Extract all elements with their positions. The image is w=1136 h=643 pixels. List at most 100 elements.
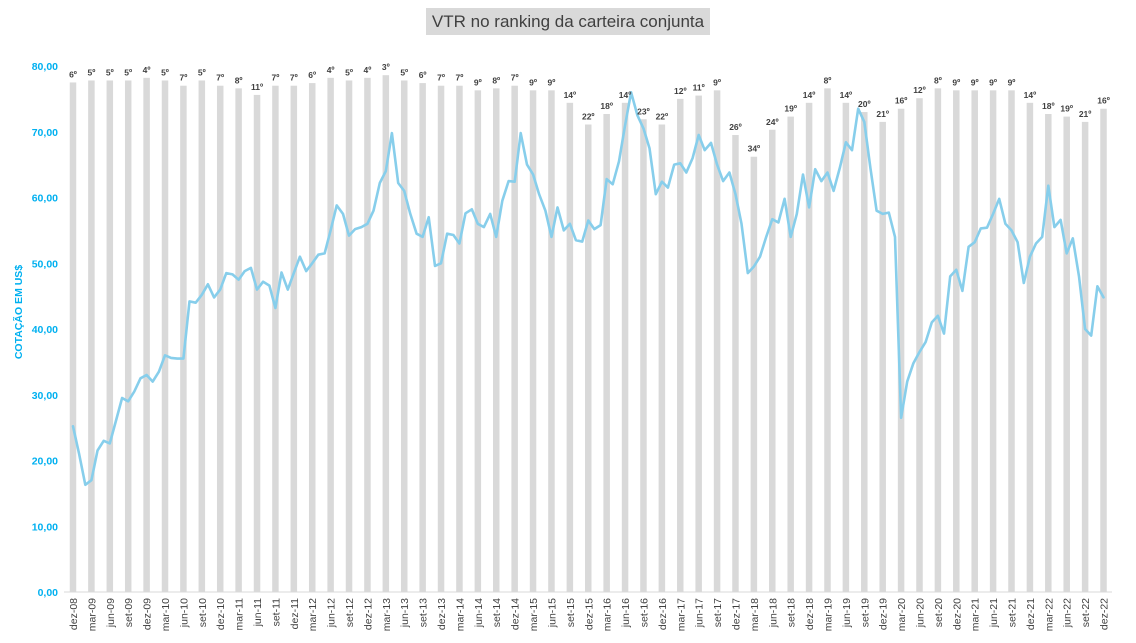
x-axis: dez-08 mar-09 jun-09 set-09 dez-09 mar-10 jun-…: [64, 591, 1112, 631]
bar-data-label: 5º: [345, 67, 353, 77]
x-tick-label: mar-12: [307, 598, 319, 631]
x-tick-label: jun-13: [399, 598, 411, 628]
bar-data-label: 18º: [600, 101, 613, 111]
x-tick-label: dez-22: [1099, 598, 1111, 630]
y-axis-label: COTAÇÃO EM US$: [12, 265, 25, 359]
bar-data-label: 4º: [143, 65, 151, 75]
bar-data-label: 11º: [251, 82, 263, 92]
bar: [861, 112, 868, 593]
x-tick-label: jun-20: [914, 598, 926, 628]
x-tick-label: dez-19: [878, 598, 890, 630]
bar: [769, 129, 776, 592]
x-tick-label: mar-13: [381, 598, 393, 631]
bar-data-label: 5º: [161, 67, 169, 77]
y-axis: 0,00 10,00 20,00 30,00 40,00 50,00 60,00 70,00 8…: [32, 61, 58, 599]
bar: [419, 83, 426, 592]
bar: [566, 102, 574, 592]
x-tick-label: jun-11: [252, 598, 264, 628]
bar: [327, 77, 334, 592]
bar-data-label: 23º: [637, 106, 650, 116]
x-tick-label: mar-17: [675, 598, 687, 631]
bar-data-label: 7º: [456, 73, 464, 83]
bar: [161, 80, 169, 592]
x-tick-label: jun-10: [178, 598, 190, 628]
bar-data-label: 20º: [858, 99, 871, 109]
x-tick-label: dez-21: [1025, 598, 1037, 630]
bar-data-label: 34º: [748, 144, 761, 154]
data-labels-layer: 6º 5º 5º 5º 4º 5º 7º 5º 7º 8º 11º 7º 7º 6º 4º 5º 4º 3º 5º 6…: [69, 62, 1110, 154]
bar: [1100, 108, 1107, 593]
bar-data-label: 6º: [419, 70, 427, 80]
bar-data-label: 22º: [582, 112, 595, 122]
bar-data-label: 7º: [179, 73, 187, 83]
bar-data-label: 26º: [729, 122, 742, 132]
x-tick-label: set-10: [197, 598, 209, 627]
x-tick-label: dez-12: [362, 598, 374, 630]
x-tick-label: jun-15: [546, 598, 558, 628]
bar: [492, 88, 500, 592]
x-tick-label: dez-10: [215, 598, 227, 630]
bar-data-label: 9º: [529, 77, 537, 87]
x-tick-label: mar-11: [234, 598, 246, 631]
x-tick-label: dez-13: [436, 598, 448, 630]
bar-data-label: 14º: [840, 90, 853, 100]
bar: [621, 102, 629, 592]
x-tick-label: set-14: [491, 598, 503, 627]
bar-data-label: 5º: [400, 67, 408, 77]
chart-title: VTR no ranking da carteira conjunta: [431, 11, 705, 31]
x-tick-label: jun-18: [767, 598, 779, 628]
x-tick-label: mar-10: [160, 598, 172, 631]
bar: [382, 75, 390, 592]
bar: [805, 102, 813, 592]
bar-data-label: 19º: [1060, 104, 1073, 114]
x-tick-label: mar-20: [896, 598, 908, 631]
x-tick-label: jun-22: [1062, 598, 1074, 628]
bar: [971, 90, 978, 592]
bar: [989, 90, 997, 592]
bar-data-label: 12º: [674, 86, 687, 96]
bar: [640, 119, 647, 592]
bar-data-label: 7º: [272, 73, 280, 83]
x-tick-label: set-22: [1080, 598, 1092, 627]
y-tick-label: 50,00: [32, 258, 58, 270]
price-line: [71, 91, 1105, 487]
bar: [364, 77, 371, 592]
bar: [677, 98, 684, 592]
bars-layer: [69, 75, 1107, 593]
bar-data-label: 3º: [382, 62, 390, 72]
x-tick-label: jun-19: [841, 598, 853, 628]
bar: [695, 95, 702, 593]
bar: [400, 80, 408, 592]
bar-data-label: 7º: [437, 73, 445, 83]
y-tick-label: 60,00: [32, 193, 58, 205]
x-tick-label: mar-19: [822, 598, 834, 631]
bar-data-label: 6º: [69, 69, 77, 79]
x-tick-label: set-21: [1007, 598, 1019, 627]
bar: [713, 90, 721, 592]
x-tick-label: dez-14: [510, 598, 522, 630]
x-tick-label: mar-15: [528, 598, 540, 631]
bar: [897, 108, 905, 593]
bar: [585, 124, 592, 592]
x-tick-label: set-12: [344, 598, 356, 627]
x-tick-label: mar-09: [86, 598, 98, 631]
bar: [934, 88, 942, 592]
y-tick-label: 20,00: [32, 456, 58, 468]
bar: [787, 116, 794, 592]
bar: [603, 113, 610, 592]
bar-data-label: 8º: [824, 75, 832, 85]
x-tick-label: jun-09: [105, 598, 117, 628]
x-tick-label: dez-09: [142, 598, 154, 630]
x-tick-label: set-19: [859, 598, 871, 627]
bar-data-label: 9º: [952, 77, 960, 87]
line-layer: [71, 91, 1105, 487]
y-tick-label: 30,00: [32, 390, 58, 402]
bar: [511, 85, 518, 592]
x-tick-label: set-13: [418, 598, 430, 627]
bar-data-label: 7º: [290, 73, 298, 83]
bar: [1063, 116, 1070, 592]
x-tick-label: dez-16: [657, 598, 669, 630]
x-tick-label: jun-21: [988, 598, 1000, 628]
bar: [345, 80, 353, 592]
bar: [180, 85, 187, 592]
